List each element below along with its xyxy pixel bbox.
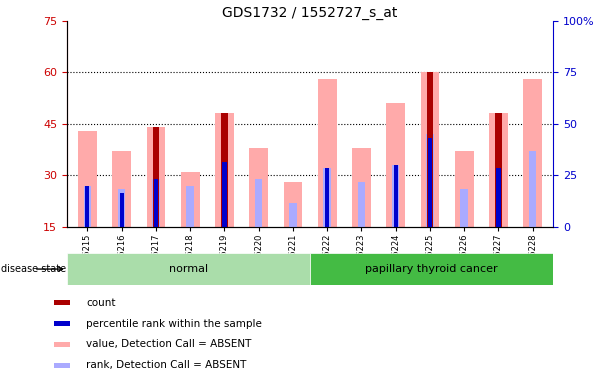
- Text: value, Detection Call = ABSENT: value, Detection Call = ABSENT: [86, 339, 252, 350]
- Bar: [323, 168, 331, 227]
- Title: GDS1732 / 1552727_s_at: GDS1732 / 1552727_s_at: [223, 6, 398, 20]
- Bar: [147, 127, 165, 227]
- Bar: [84, 186, 91, 227]
- Bar: [489, 113, 508, 227]
- Bar: [54, 300, 70, 305]
- Bar: [54, 363, 70, 368]
- Bar: [426, 134, 434, 227]
- Bar: [310, 253, 553, 285]
- Bar: [318, 79, 337, 227]
- Bar: [120, 192, 124, 227]
- Bar: [352, 148, 371, 227]
- Bar: [112, 151, 131, 227]
- Bar: [54, 342, 70, 347]
- Bar: [223, 162, 227, 227]
- Bar: [85, 186, 89, 227]
- Bar: [283, 182, 302, 227]
- Text: percentile rank within the sample: percentile rank within the sample: [86, 319, 262, 328]
- Bar: [496, 113, 502, 227]
- Bar: [221, 158, 228, 227]
- Bar: [54, 321, 70, 326]
- Bar: [496, 168, 500, 227]
- Bar: [386, 103, 405, 227]
- Bar: [255, 179, 263, 227]
- Bar: [523, 79, 542, 227]
- Bar: [221, 113, 227, 227]
- Bar: [325, 168, 330, 227]
- Bar: [529, 151, 536, 227]
- Bar: [460, 189, 468, 227]
- Text: disease state: disease state: [1, 264, 66, 274]
- Bar: [67, 253, 310, 285]
- Bar: [455, 151, 474, 227]
- Bar: [428, 138, 432, 227]
- Bar: [187, 186, 194, 227]
- Text: papillary thyroid cancer: papillary thyroid cancer: [365, 264, 498, 274]
- Bar: [392, 165, 399, 227]
- Bar: [215, 113, 234, 227]
- Bar: [421, 72, 440, 227]
- Bar: [427, 72, 433, 227]
- Text: normal: normal: [169, 264, 208, 274]
- Text: rank, Detection Call = ABSENT: rank, Detection Call = ABSENT: [86, 360, 246, 370]
- Bar: [118, 189, 125, 227]
- Bar: [289, 203, 297, 227]
- Bar: [249, 148, 268, 227]
- Bar: [181, 172, 199, 227]
- Bar: [495, 165, 502, 227]
- Text: count: count: [86, 298, 116, 308]
- Bar: [393, 165, 398, 227]
- Bar: [78, 130, 97, 227]
- Bar: [152, 179, 160, 227]
- Bar: [358, 182, 365, 227]
- Bar: [153, 127, 159, 227]
- Bar: [154, 179, 158, 227]
